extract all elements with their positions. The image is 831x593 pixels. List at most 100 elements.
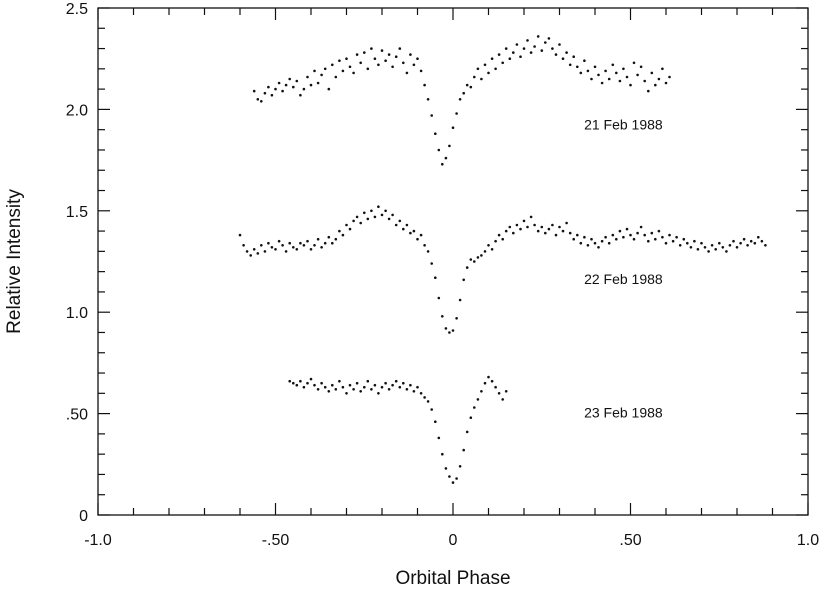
data-point: [639, 225, 643, 229]
data-point: [551, 47, 554, 50]
data-point: [323, 385, 327, 389]
data-point: [490, 379, 494, 383]
data-point: [402, 381, 405, 385]
data-point: [476, 398, 480, 401]
data-point: [607, 77, 611, 81]
data-point: [359, 61, 363, 65]
data-point: [654, 83, 657, 87]
data-point: [483, 381, 487, 385]
data-point: [292, 246, 295, 249]
data-point: [469, 85, 473, 89]
data-point: [519, 227, 522, 231]
data-point: [430, 262, 434, 265]
data-point: [529, 51, 533, 54]
data-point: [497, 53, 501, 56]
data-point: [302, 244, 306, 247]
data-point: [394, 379, 398, 383]
plot-border: [97, 7, 809, 516]
data-point: [494, 239, 497, 243]
data-point: [313, 383, 316, 387]
data-point: [441, 162, 444, 166]
data-point: [583, 235, 586, 239]
data-point: [753, 241, 757, 245]
data-point: [377, 205, 380, 208]
data-point: [270, 246, 274, 249]
data-point: [380, 49, 384, 52]
data-point: [384, 209, 387, 213]
data-point: [451, 126, 455, 129]
data-point: [334, 75, 338, 79]
data-point: [306, 381, 309, 385]
data-point: [295, 383, 299, 387]
data-point: [501, 398, 505, 401]
data-point: [419, 392, 423, 395]
data-point: [323, 67, 327, 71]
data-point: [348, 65, 352, 69]
data-point: [366, 217, 370, 221]
data-point: [540, 225, 544, 229]
data-point: [487, 71, 490, 75]
data-point: [664, 241, 668, 245]
y-tick-label: 1.5: [66, 204, 88, 221]
data-point: [544, 41, 547, 44]
data-point: [387, 53, 391, 56]
data-point: [597, 246, 600, 249]
data-point: [444, 156, 448, 160]
x-axis-title: Orbital Phase: [395, 568, 510, 589]
data-point: [501, 61, 505, 65]
series-3: [288, 375, 508, 484]
data-point: [295, 79, 299, 83]
data-point: [370, 388, 373, 391]
data-point: [402, 227, 405, 231]
data-point: [593, 241, 597, 245]
data-point: [533, 45, 536, 48]
data-point: [657, 229, 661, 233]
data-point: [288, 77, 292, 81]
data-point: [313, 244, 316, 247]
data-point: [554, 53, 558, 56]
series-label: 22 Feb 1988: [584, 271, 663, 287]
data-point: [363, 211, 366, 215]
data-point: [437, 296, 441, 300]
data-point: [540, 49, 544, 52]
data-point: [441, 315, 444, 318]
data-point: [547, 227, 551, 231]
data-point: [331, 241, 334, 245]
data-point: [434, 276, 437, 280]
data-point: [341, 69, 345, 73]
data-point: [469, 416, 473, 420]
data-point: [249, 254, 252, 257]
data-point: [451, 481, 455, 484]
data-point: [295, 248, 299, 251]
data-point: [398, 47, 402, 50]
data-point: [256, 252, 260, 255]
data-point: [629, 233, 632, 237]
data-point: [380, 213, 384, 217]
data-point: [558, 43, 561, 46]
data-point: [615, 71, 618, 75]
data-point: [504, 229, 508, 233]
data-point: [583, 59, 586, 62]
data-point: [632, 61, 636, 65]
x-tick-label: -.50: [262, 532, 290, 549]
y-tick-label: 1.0: [66, 305, 88, 322]
data-point: [480, 77, 483, 81]
data-point: [345, 57, 348, 60]
data-point: [622, 67, 625, 71]
data-point: [299, 379, 302, 383]
data-point: [632, 237, 636, 241]
y-tick-label: 0: [79, 508, 88, 525]
data-point: [714, 248, 717, 251]
data-point: [547, 37, 551, 40]
data-point: [664, 81, 668, 85]
data-point: [480, 254, 483, 257]
data-point: [568, 63, 572, 67]
data-point: [288, 241, 292, 245]
data-point: [572, 237, 575, 241]
data-point: [728, 244, 732, 247]
data-point: [274, 248, 277, 251]
data-point: [710, 244, 714, 247]
data-point: [462, 91, 466, 95]
data-point: [316, 81, 320, 85]
